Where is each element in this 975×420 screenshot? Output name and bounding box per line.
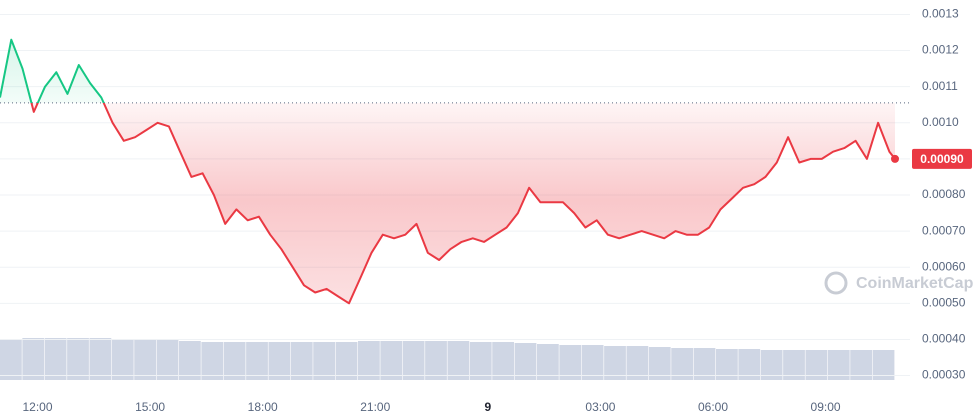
y-tick-label: 0.00070	[922, 223, 966, 237]
volume-bar	[201, 342, 224, 380]
volume-bar	[581, 345, 604, 380]
y-tick-label: 0.0012	[922, 43, 959, 57]
volume-bar	[492, 342, 515, 380]
volume-bar	[514, 343, 537, 380]
volume-bar	[358, 341, 380, 380]
volume-bar	[760, 350, 783, 380]
volume-bar	[626, 346, 649, 380]
volume-bar	[89, 338, 112, 380]
volume-bar	[447, 341, 470, 380]
volume-bar	[246, 342, 268, 380]
volume-bar	[827, 350, 850, 380]
volume-bar	[537, 344, 559, 380]
volume-bar	[648, 347, 671, 380]
volume-bar	[268, 342, 291, 380]
x-tick-label: 09:00	[811, 400, 841, 414]
volume-bar	[783, 350, 805, 380]
volume-bar	[179, 341, 201, 380]
volume-bar	[604, 346, 626, 380]
volume-bar	[134, 339, 157, 380]
last-point	[891, 154, 899, 163]
y-tick-label: 0.0013	[922, 7, 959, 21]
watermark-text: CoinMarketCap	[856, 275, 974, 292]
watermark-logo	[824, 271, 848, 295]
last-price-box	[912, 148, 972, 169]
volume-bar	[44, 338, 67, 380]
volume-bar	[425, 341, 447, 380]
y-tick-label: 0.00050	[922, 296, 966, 310]
x-tick-label: 03:00	[585, 400, 615, 414]
volume-bar	[335, 342, 358, 380]
volume-bar	[290, 342, 313, 380]
volume-bar	[469, 342, 492, 380]
y-tick-label: 0.00040	[922, 332, 966, 346]
volume-bar	[380, 341, 403, 380]
x-tick-label: 06:00	[698, 400, 728, 414]
last-price-label: 0.00090	[920, 152, 964, 166]
volume-bar	[805, 350, 828, 380]
volume-bar	[0, 339, 22, 380]
volume-bar	[313, 342, 336, 380]
volume-bars	[0, 338, 895, 380]
volume-bar	[671, 348, 694, 380]
volume-bar	[693, 348, 716, 380]
volume-bar	[738, 349, 761, 380]
x-tick-label: 18:00	[248, 400, 278, 414]
volume-bar	[559, 345, 582, 380]
price-line	[0, 38, 896, 305]
y-tick-label: 0.0011	[922, 79, 958, 93]
volume-bar	[223, 342, 246, 380]
y-tick-label: 0.00030	[922, 368, 966, 382]
x-tick-label: 9	[484, 400, 491, 414]
x-tick-label: 15:00	[135, 400, 165, 414]
volume-bar	[850, 350, 873, 380]
y-tick-label: 0.00060	[922, 259, 966, 273]
volume-bar	[22, 338, 45, 380]
volume-bar	[156, 340, 179, 380]
price-area	[0, 39, 895, 304]
y-tick-label: 0.00080	[922, 187, 966, 201]
volume-bar	[67, 338, 89, 380]
volume-bar	[111, 339, 134, 380]
x-tick-label: 21:00	[360, 400, 390, 414]
volume-bar	[872, 350, 895, 380]
x-tick-label: 12:00	[23, 400, 53, 414]
watermark: CoinMarketCap	[824, 271, 974, 295]
volume-bar	[402, 341, 425, 380]
volume-bar	[716, 349, 738, 380]
plot	[0, 38, 910, 305]
y-tick-label: 0.0010	[922, 115, 959, 129]
